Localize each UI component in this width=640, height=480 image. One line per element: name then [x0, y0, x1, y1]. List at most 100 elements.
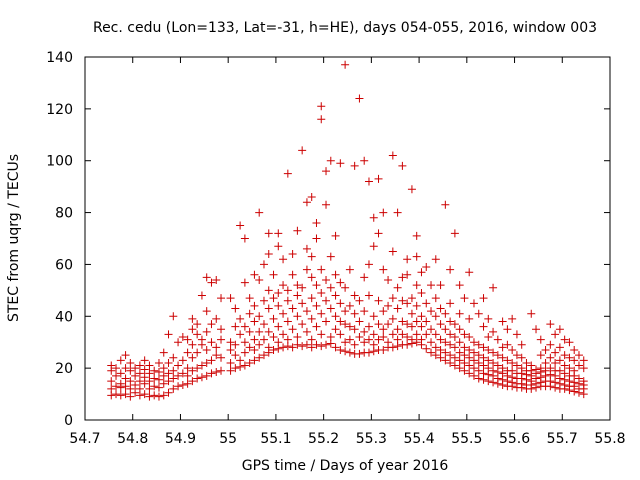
- x-axis-label: GPS time / Days of year 2016: [242, 458, 449, 474]
- data-point: [288, 325, 297, 334]
- data-point: [145, 369, 154, 378]
- data-point: [164, 369, 173, 378]
- data-point: [493, 361, 502, 370]
- data-point: [245, 343, 254, 352]
- data-point: [441, 309, 450, 318]
- data-point: [345, 348, 354, 357]
- data-point: [455, 309, 464, 318]
- data-point: [240, 234, 249, 243]
- data-point: [264, 250, 273, 259]
- data-point: [407, 185, 416, 194]
- data-point: [226, 338, 235, 347]
- data-point: [469, 364, 478, 373]
- data-point: [240, 322, 249, 331]
- data-point: [441, 338, 450, 347]
- data-point: [307, 273, 316, 282]
- data-point: [169, 384, 178, 393]
- data-point: [274, 338, 283, 347]
- data-point: [121, 382, 130, 391]
- data-point: [274, 301, 283, 310]
- data-point: [140, 365, 149, 374]
- data-point: [555, 374, 564, 383]
- data-point: [384, 320, 393, 329]
- data-point: [279, 281, 288, 290]
- data-point: [536, 335, 545, 344]
- data-point: [116, 369, 125, 378]
- data-point: [345, 322, 354, 331]
- data-point: [140, 390, 149, 399]
- data-point: [436, 345, 445, 354]
- data-point: [422, 330, 431, 339]
- data-point: [446, 330, 455, 339]
- data-point: [512, 351, 521, 360]
- data-point: [579, 364, 588, 373]
- data-point: [183, 348, 192, 357]
- data-point: [317, 115, 326, 124]
- data-point: [259, 351, 268, 360]
- data-point: [264, 286, 273, 295]
- data-point: [250, 335, 259, 344]
- data-point: [336, 278, 345, 287]
- data-point: [259, 260, 268, 269]
- data-point: [503, 356, 512, 365]
- data-point: [331, 231, 340, 240]
- data-point: [503, 340, 512, 349]
- data-point: [217, 335, 226, 344]
- data-point: [150, 374, 159, 383]
- data-point: [436, 353, 445, 362]
- data-point: [226, 358, 235, 367]
- data-point: [455, 364, 464, 373]
- x-tick-label: 54.7: [69, 431, 100, 447]
- data-point: [388, 330, 397, 339]
- data-point: [403, 320, 412, 329]
- data-point: [369, 340, 378, 349]
- data-point: [250, 301, 259, 310]
- data-point: [379, 333, 388, 342]
- data-point: [140, 356, 149, 365]
- data-point: [331, 325, 340, 334]
- data-point: [159, 371, 168, 380]
- data-point: [322, 167, 331, 176]
- data-point: [474, 358, 483, 367]
- data-point: [560, 369, 569, 378]
- data-point: [474, 374, 483, 383]
- data-point: [116, 391, 125, 400]
- data-point: [302, 244, 311, 253]
- data-point: [455, 325, 464, 334]
- data-point: [264, 229, 273, 238]
- data-point: [112, 390, 121, 399]
- data-point: [422, 344, 431, 353]
- data-point: [193, 320, 202, 329]
- data-point: [407, 309, 416, 318]
- data-point: [431, 294, 440, 303]
- data-point: [197, 291, 206, 300]
- data-point: [121, 364, 130, 373]
- data-point: [364, 177, 373, 186]
- data-point: [312, 340, 321, 349]
- data-point: [484, 345, 493, 354]
- data-point: [441, 200, 450, 209]
- data-point: [465, 369, 474, 378]
- data-point: [522, 358, 531, 367]
- data-point: [422, 263, 431, 272]
- data-point: [126, 384, 135, 393]
- data-point: [527, 361, 536, 370]
- data-point: [388, 247, 397, 256]
- data-point: [322, 200, 331, 209]
- x-tick-label: 55.6: [499, 431, 530, 447]
- data-point: [450, 333, 459, 342]
- data-point: [312, 234, 321, 243]
- data-point: [379, 307, 388, 316]
- data-point: [498, 343, 507, 352]
- data-point: [131, 388, 140, 397]
- data-point: [379, 208, 388, 217]
- data-point: [183, 335, 192, 344]
- data-point: [450, 229, 459, 238]
- data-point: [384, 275, 393, 284]
- data-point: [436, 281, 445, 290]
- y-tick-label: 120: [46, 102, 73, 118]
- data-point: [283, 286, 292, 295]
- data-point: [355, 349, 364, 358]
- data-point: [274, 229, 283, 238]
- data-point: [527, 309, 536, 318]
